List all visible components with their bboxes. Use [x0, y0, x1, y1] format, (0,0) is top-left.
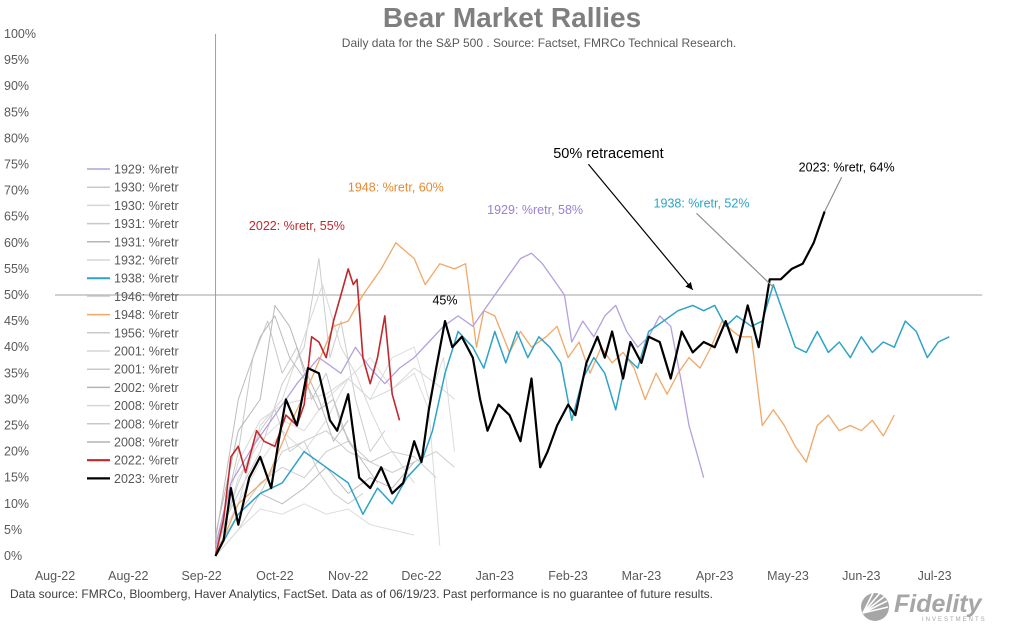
- series-line-1931: [215, 304, 349, 536]
- series-line-2002: [215, 315, 378, 541]
- annotation-leader: [696, 212, 774, 288]
- footer-disclaimer: Data source: FMRCo, Bloomberg, Haver Ana…: [10, 587, 714, 601]
- y-tick-label: 45%: [4, 314, 29, 328]
- annotation-label: 1929: %retr, 58%: [487, 203, 583, 217]
- legend-label: 1946: %retr: [114, 290, 179, 304]
- x-tick-label: Jan-23: [476, 569, 514, 583]
- y-tick-label: 85%: [4, 105, 29, 119]
- y-tick-label: 5%: [4, 523, 22, 537]
- legend-label: 2008: %retr: [114, 436, 179, 450]
- annotation-label: 2022: %retr, 55%: [249, 219, 345, 233]
- y-tick-label: 75%: [4, 158, 29, 172]
- y-tick-label: 90%: [4, 79, 29, 93]
- logo-subtext: INVESTMENTS: [922, 617, 987, 623]
- legend-label: 2008: %retr: [114, 399, 179, 413]
- chart-title: Bear Market Rallies: [382, 2, 642, 33]
- annotation-leader: [824, 177, 843, 212]
- y-tick-label: 80%: [4, 131, 29, 145]
- x-tick-label: Jun-23: [842, 569, 880, 583]
- y-tick-label: 15%: [4, 471, 29, 485]
- legend-label: 2001: %retr: [114, 363, 179, 377]
- x-tick-label: Dec-22: [401, 569, 441, 583]
- x-tick-label: Aug-22: [35, 569, 75, 583]
- legend-label: 1938: %retr: [114, 272, 179, 286]
- y-tick-label: 65%: [4, 210, 29, 224]
- legend-label: 1932: %retr: [114, 254, 179, 268]
- legend-label: 1930: %retr: [114, 181, 179, 195]
- y-axis-ticks: 0% 5% 10% 15% 20% 25% 30% 35% 40% 45% 50% 55% 60% 65%…: [4, 27, 36, 563]
- y-tick-label: 55%: [4, 262, 29, 276]
- series-line-2008: [215, 503, 415, 557]
- annotation-label: 2023: %retr, 64%: [799, 160, 895, 174]
- fidelity-sunburst-icon: [861, 592, 889, 621]
- series-line-1932: [215, 357, 441, 557]
- fidelity-logo: Fidelity INVESTMENTS: [856, 590, 1018, 626]
- y-tick-label: 95%: [4, 53, 29, 67]
- series-line-2023: [214, 211, 826, 557]
- y-tick-label: 30%: [4, 392, 29, 406]
- y-tick-label: 0%: [4, 549, 22, 563]
- reference-lines: [55, 34, 983, 556]
- y-tick-label: 40%: [4, 340, 29, 354]
- series-line-1929: [214, 252, 705, 546]
- series-line-2001: [215, 430, 455, 557]
- series-line-1956: [215, 440, 437, 552]
- x-tick-label: Nov-22: [328, 569, 368, 583]
- legend-label: 1956: %retr: [114, 326, 179, 340]
- legend-label: 2023: %retr: [114, 472, 179, 486]
- legend-label: 2002: %retr: [114, 381, 179, 395]
- x-tick-label: Feb-23: [548, 569, 588, 583]
- legend-label: 1931: %retr: [114, 235, 179, 249]
- y-tick-label: 35%: [4, 366, 29, 380]
- legend-label: 1948: %retr: [114, 308, 179, 322]
- annotation-label: 1938: %retr, 52%: [654, 196, 750, 210]
- x-tick-label: Aug-22: [108, 569, 148, 583]
- x-tick-label: Jul-23: [918, 569, 952, 583]
- legend-label: 2001: %retr: [114, 345, 179, 359]
- annotations: 1948: %retr, 60% 2022: %retr, 55% 1929: %r…: [249, 146, 895, 307]
- y-tick-label: 70%: [4, 184, 29, 198]
- legend-label: 2008: %retr: [114, 417, 179, 431]
- y-tick-label: 25%: [4, 419, 29, 433]
- annotation-leader: [587, 163, 694, 291]
- annotation-label: 50% retracement: [553, 146, 663, 162]
- series-line-1948: [214, 242, 895, 557]
- y-tick-label: 10%: [4, 497, 29, 511]
- x-tick-label: Oct-22: [256, 569, 294, 583]
- x-axis-ticks: Aug-22 Aug-22 Sep-22 Oct-22 Nov-22 Dec-22 Jan-…: [35, 569, 952, 583]
- chart-subtitle: Daily data for the S&P 500 . Source: Fac…: [341, 36, 737, 50]
- series-line-1930: [215, 258, 386, 541]
- legend-label: 1931: %retr: [114, 217, 179, 231]
- annotation-label: 45%: [432, 293, 457, 307]
- y-tick-label: 50%: [4, 288, 29, 302]
- y-tick-label: 20%: [4, 445, 29, 459]
- logo-wordmark: Fidelity: [894, 590, 982, 618]
- legend: 1929: %retr 1930: %retr 1930: %retr 1931: %…: [87, 163, 179, 486]
- x-tick-label: Apr-23: [696, 569, 734, 583]
- annotation-label: 1948: %retr, 60%: [348, 181, 444, 195]
- series-line-1938: [214, 283, 950, 557]
- x-tick-label: Sep-22: [181, 569, 221, 583]
- x-tick-label: May-23: [767, 569, 809, 583]
- legend-label: 1930: %retr: [114, 199, 179, 213]
- y-tick-label: 100%: [4, 27, 36, 41]
- series-line-2022: [214, 268, 401, 557]
- x-tick-label: Mar-23: [622, 569, 662, 583]
- legend-label: 1929: %retr: [114, 163, 179, 177]
- series-layer: [214, 211, 950, 557]
- series-line-2001: [215, 367, 455, 546]
- y-tick-label: 60%: [4, 236, 29, 250]
- legend-label: 2022: %retr: [114, 454, 179, 468]
